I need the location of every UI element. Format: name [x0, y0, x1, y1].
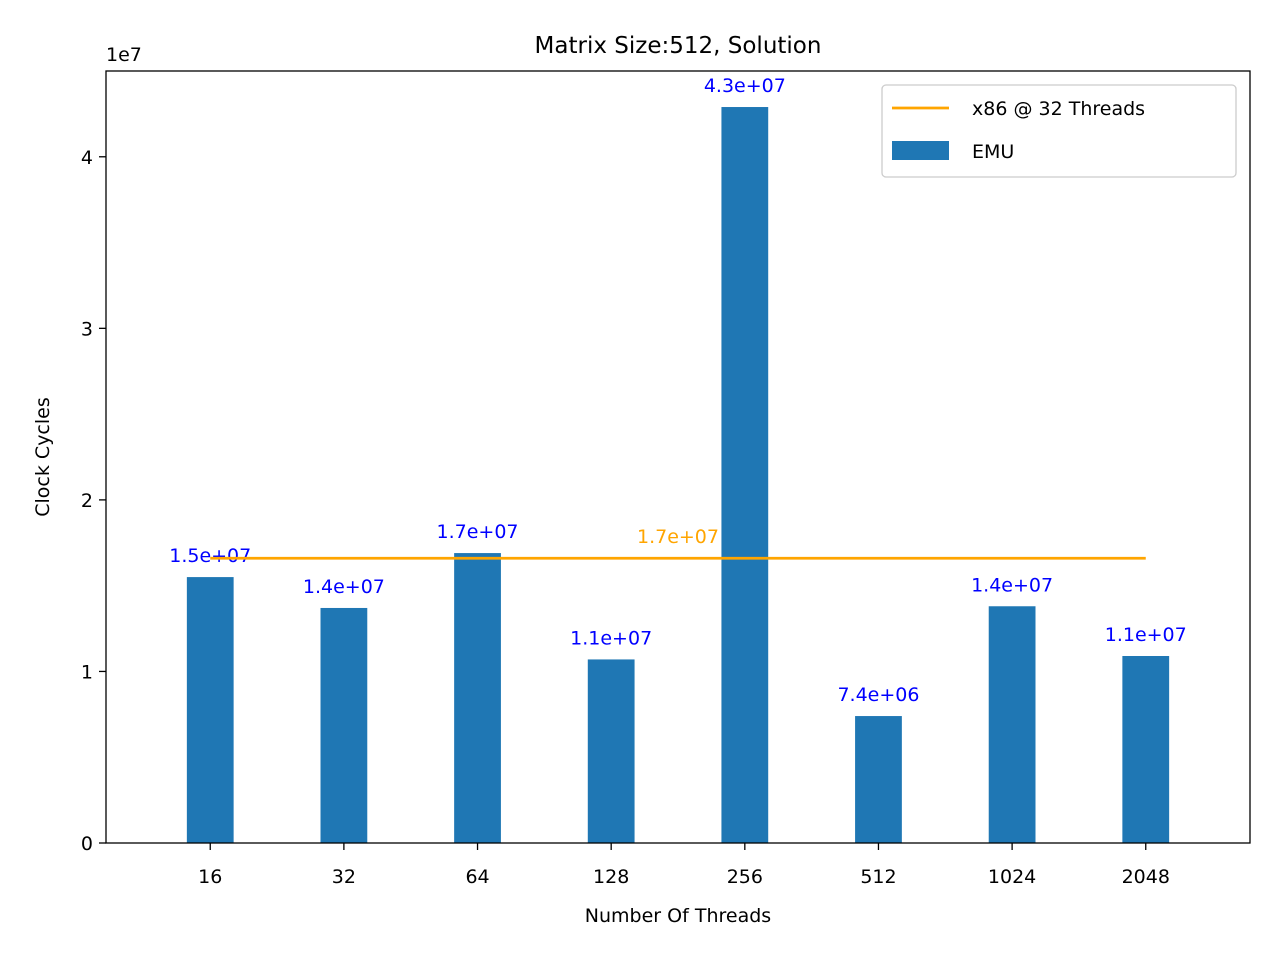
x-tick-label-32: 32 — [332, 866, 356, 888]
legend-swatch-bar — [892, 141, 949, 160]
bar-value-label-256: 4.3e+07 — [704, 75, 786, 97]
legend: x86 @ 32 Threads EMU — [881, 84, 1237, 178]
plot-frame — [105, 70, 1251, 844]
bar-value-label-512: 7.4e+06 — [837, 684, 919, 706]
x-tick-label-256: 256 — [727, 866, 763, 888]
bar-16 — [186, 577, 234, 843]
bar-2048 — [1122, 656, 1170, 843]
legend-label-reference: x86 @ 32 Threads — [972, 98, 1145, 120]
bar-value-label-2048: 1.1e+07 — [1105, 624, 1187, 646]
bar-value-label-16: 1.5e+07 — [169, 545, 251, 567]
y-tick-label-1: 1 — [81, 661, 93, 683]
y-tick-label-3: 3 — [81, 318, 93, 340]
y-axis-label: Clock Cycles — [32, 397, 54, 516]
bar-512 — [855, 716, 902, 843]
bar-32 — [320, 607, 368, 843]
bar-256 — [721, 107, 769, 843]
bar-128 — [587, 659, 635, 843]
bar-1024 — [988, 606, 1036, 843]
x-tick-label-512: 512 — [860, 866, 896, 888]
y-tick-label-4: 4 — [81, 147, 93, 169]
y-scale-label: 1e7 — [106, 44, 142, 66]
chart-title: Matrix Size:512, Solution — [535, 33, 822, 59]
x-axis: 16 32 64 128 256 512 1024 2048 — [198, 843, 1170, 888]
x-tick-label-128: 128 — [593, 866, 629, 888]
bar-value-label-128: 1.1e+07 — [570, 627, 652, 649]
y-tick-label-2: 2 — [81, 490, 93, 512]
legend-label-series: EMU — [972, 141, 1014, 163]
y-tick-label-0: 0 — [81, 833, 93, 855]
x-tick-label-64: 64 — [465, 866, 489, 888]
bar-64 — [454, 553, 501, 843]
x-tick-label-1024: 1024 — [988, 866, 1036, 888]
x-tick-label-16: 16 — [198, 866, 222, 888]
legend-box — [881, 84, 1237, 178]
x-tick-label-2048: 2048 — [1122, 866, 1170, 888]
y-axis: 0 1 2 3 4 — [81, 147, 106, 855]
x-axis-label: Number Of Threads — [585, 905, 771, 927]
reference-line-group: 1.7e+07 — [210, 526, 1146, 560]
bar-value-label-1024: 1.4e+07 — [971, 574, 1053, 596]
bar-label-group: 1.5e+07 1.4e+07 1.7e+07 1.1e+07 4.3e+07 7.4e+… — [169, 75, 1187, 706]
reference-line-label: 1.7e+07 — [637, 526, 719, 548]
bar-value-label-32: 1.4e+07 — [303, 576, 385, 598]
bar-group — [186, 107, 1170, 843]
bar-value-label-64: 1.7e+07 — [437, 521, 519, 543]
